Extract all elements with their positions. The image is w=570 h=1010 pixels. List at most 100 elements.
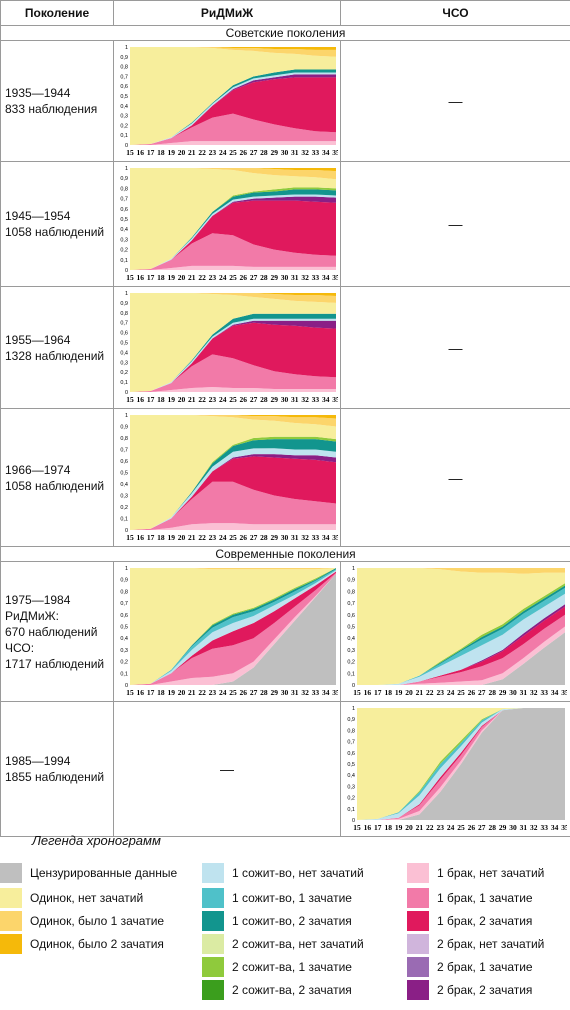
y-tick-label: 0,1 <box>347 807 355 813</box>
x-tick-label: 20 <box>178 688 186 697</box>
y-tick-label: 0 <box>352 818 355 824</box>
x-tick-label: 29 <box>499 823 507 832</box>
x-tick-label: 34 <box>322 688 330 697</box>
x-tick-label: 32 <box>530 688 538 697</box>
x-tick-label: 27 <box>478 688 486 697</box>
legend-label: 1 сожит-во, 2 зачатия <box>232 914 352 928</box>
x-tick-label: 30 <box>281 688 289 697</box>
legend-label: Одинок, было 1 зачатие <box>30 914 165 928</box>
generation-table: Поколение РиДМиЖ ЧСО Советские поколения… <box>0 0 570 837</box>
legend-item: Одинок, нет зачатий <box>0 888 143 908</box>
section-row-soviet: Советские поколения <box>0 25 570 41</box>
x-tick-label: 17 <box>147 148 155 157</box>
series-area-9 <box>130 568 336 570</box>
y-tick-label: 0,7 <box>120 321 128 327</box>
chart-cell-cho: 0 0,1 0,2 0,3 0,4 0,5 0,6 0,7 0,8 0,9 1 15 16 17 18 19 2… <box>340 701 570 837</box>
series-area-8 <box>130 47 336 50</box>
series-area-4 <box>130 570 336 685</box>
y-tick-label: 0,9 <box>120 176 128 182</box>
y-tick-label: 0,3 <box>120 648 128 654</box>
x-tick-label: 34 <box>551 688 559 697</box>
y-tick-label: 0,6 <box>120 207 128 213</box>
x-tick-label: 24 <box>219 688 227 697</box>
x-tick-label: 32 <box>301 395 309 404</box>
x-tick-label: 26 <box>240 688 248 697</box>
y-tick-label: 0,2 <box>120 123 128 129</box>
y-tick-label: 0 <box>125 390 128 396</box>
y-tick-label: 1 <box>125 45 128 51</box>
generation-cell: 1985—1994 1855 наблюдений <box>0 701 114 837</box>
x-tick-label: 35 <box>332 273 338 282</box>
x-tick-label: 31 <box>520 823 528 832</box>
x-tick-label: 22 <box>198 395 206 404</box>
generation-period: 1966—1974 <box>5 462 71 477</box>
x-tick-label: 28 <box>260 395 268 404</box>
legend-swatch <box>407 888 429 908</box>
y-tick-label: 0,2 <box>347 796 355 802</box>
chart-cell-ridmizh: 0 0,1 0,2 0,3 0,4 0,5 0,6 0,7 0,8 0,9 1 15 16 17 18 19 2… <box>113 40 341 162</box>
y-tick-label: 0,2 <box>120 248 128 254</box>
y-tick-label: 0,5 <box>120 625 128 631</box>
legend-swatch <box>0 934 22 954</box>
observation-label-cho: ЧСО: <box>5 640 35 655</box>
x-tick-label: 21 <box>188 148 196 157</box>
legend-label: 1 брак, нет зачатий <box>437 866 545 880</box>
y-tick-label: 0,9 <box>120 55 128 61</box>
series-area-10 <box>357 568 565 574</box>
x-tick-label: 28 <box>260 533 268 542</box>
series-area-6 <box>130 293 336 392</box>
no-data-cell: — <box>340 408 570 547</box>
y-tick-label: 0,4 <box>120 482 128 488</box>
x-tick-label: 29 <box>270 688 278 697</box>
x-tick-label: 25 <box>229 395 237 404</box>
x-tick-label: 23 <box>209 395 217 404</box>
y-tick-label: 0,2 <box>347 660 355 666</box>
legend-swatch <box>202 888 224 908</box>
x-tick-label: 33 <box>540 688 548 697</box>
x-tick-label: 24 <box>447 688 455 697</box>
series-area-1 <box>357 626 565 685</box>
x-tick-label: 31 <box>291 148 299 157</box>
y-tick-label: 0,7 <box>120 197 128 203</box>
x-tick-label: 19 <box>167 395 175 404</box>
x-tick-label: 27 <box>250 533 258 542</box>
legend-swatch <box>202 957 224 977</box>
generation-cell: 1935—1944 833 наблюдения <box>0 40 114 162</box>
observation-count: 1328 наблюдений <box>5 348 105 363</box>
x-tick-label: 21 <box>188 688 196 697</box>
x-tick-label: 30 <box>281 273 289 282</box>
x-tick-label: 15 <box>126 273 134 282</box>
x-tick-label: 30 <box>509 823 517 832</box>
y-tick-label: 1 <box>125 291 128 297</box>
x-tick-label: 26 <box>240 148 248 157</box>
series-area-7 <box>130 293 336 303</box>
x-tick-label: 35 <box>332 148 338 157</box>
legend-label: 2 брак, 1 зачатие <box>437 960 533 974</box>
generation-period: 1985—1994 <box>5 754 71 768</box>
section-modern: Современные поколения <box>0 546 570 562</box>
legend-label: 1 брак, 2 зачатия <box>437 914 533 928</box>
y-tick-label: 0 <box>352 683 355 689</box>
x-tick-label: 22 <box>198 273 206 282</box>
x-tick-label: 28 <box>260 273 268 282</box>
x-tick-label: 32 <box>301 533 309 542</box>
y-tick-label: 0,4 <box>120 636 128 642</box>
x-tick-label: 27 <box>478 823 486 832</box>
x-tick-label: 31 <box>291 688 299 697</box>
x-tick-label: 22 <box>198 533 206 542</box>
x-tick-label: 33 <box>312 533 320 542</box>
legend-label: Одинок, было 2 зачатия <box>30 937 164 951</box>
x-tick-label: 16 <box>364 823 372 832</box>
x-tick-label: 18 <box>157 273 165 282</box>
y-tick-label: 0,2 <box>120 370 128 376</box>
x-tick-label: 16 <box>364 688 372 697</box>
chart-cell-ridmizh: 0 0,1 0,2 0,3 0,4 0,5 0,6 0,7 0,8 0,9 1 15 16 17 18 19 2… <box>113 408 341 547</box>
legend-swatch <box>407 957 429 977</box>
series-area-9 <box>357 568 565 685</box>
x-tick-label: 27 <box>250 395 258 404</box>
x-tick-label: 29 <box>270 395 278 404</box>
y-tick-label: 0 <box>125 143 128 149</box>
y-tick-label: 0,9 <box>347 578 355 584</box>
x-tick-label: 29 <box>270 533 278 542</box>
